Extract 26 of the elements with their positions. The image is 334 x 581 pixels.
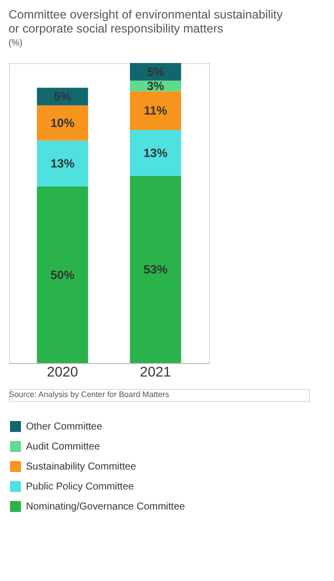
chart-title: Committee oversight of environmental sustainability or corporate social responsibility matters xyxy=(8,8,283,36)
data-label: 13% xyxy=(50,156,75,171)
source-note: Source: Analysis by Center for Board Matters xyxy=(9,390,170,399)
legend-label: Audit Committee xyxy=(26,442,100,452)
bar xyxy=(130,176,182,363)
bar xyxy=(36,186,88,363)
data-label: 13% xyxy=(143,146,168,160)
data-label: 5% xyxy=(146,64,165,79)
data-label: 3% xyxy=(146,78,165,93)
chart-subtitle: (%) xyxy=(8,38,22,48)
bar xyxy=(36,88,88,106)
data-label: 50% xyxy=(50,268,75,282)
data-label: 10% xyxy=(50,116,75,130)
data-label: 53% xyxy=(143,262,168,276)
data-label: 11% xyxy=(144,104,168,118)
bar xyxy=(130,130,182,176)
x-tick-label: 2020 xyxy=(46,364,78,380)
x-tick-label: 2021 xyxy=(140,364,172,380)
legend-label: Public Policy Committee xyxy=(26,482,134,492)
bar xyxy=(130,91,182,130)
legend-label: Nominating/Governance Committee xyxy=(26,502,186,512)
legend-label: Other Committee xyxy=(26,422,103,432)
bar xyxy=(36,140,88,187)
legend-label: Sustainability Committee xyxy=(26,462,136,472)
bar xyxy=(36,105,88,141)
data-label: 5% xyxy=(54,90,72,104)
